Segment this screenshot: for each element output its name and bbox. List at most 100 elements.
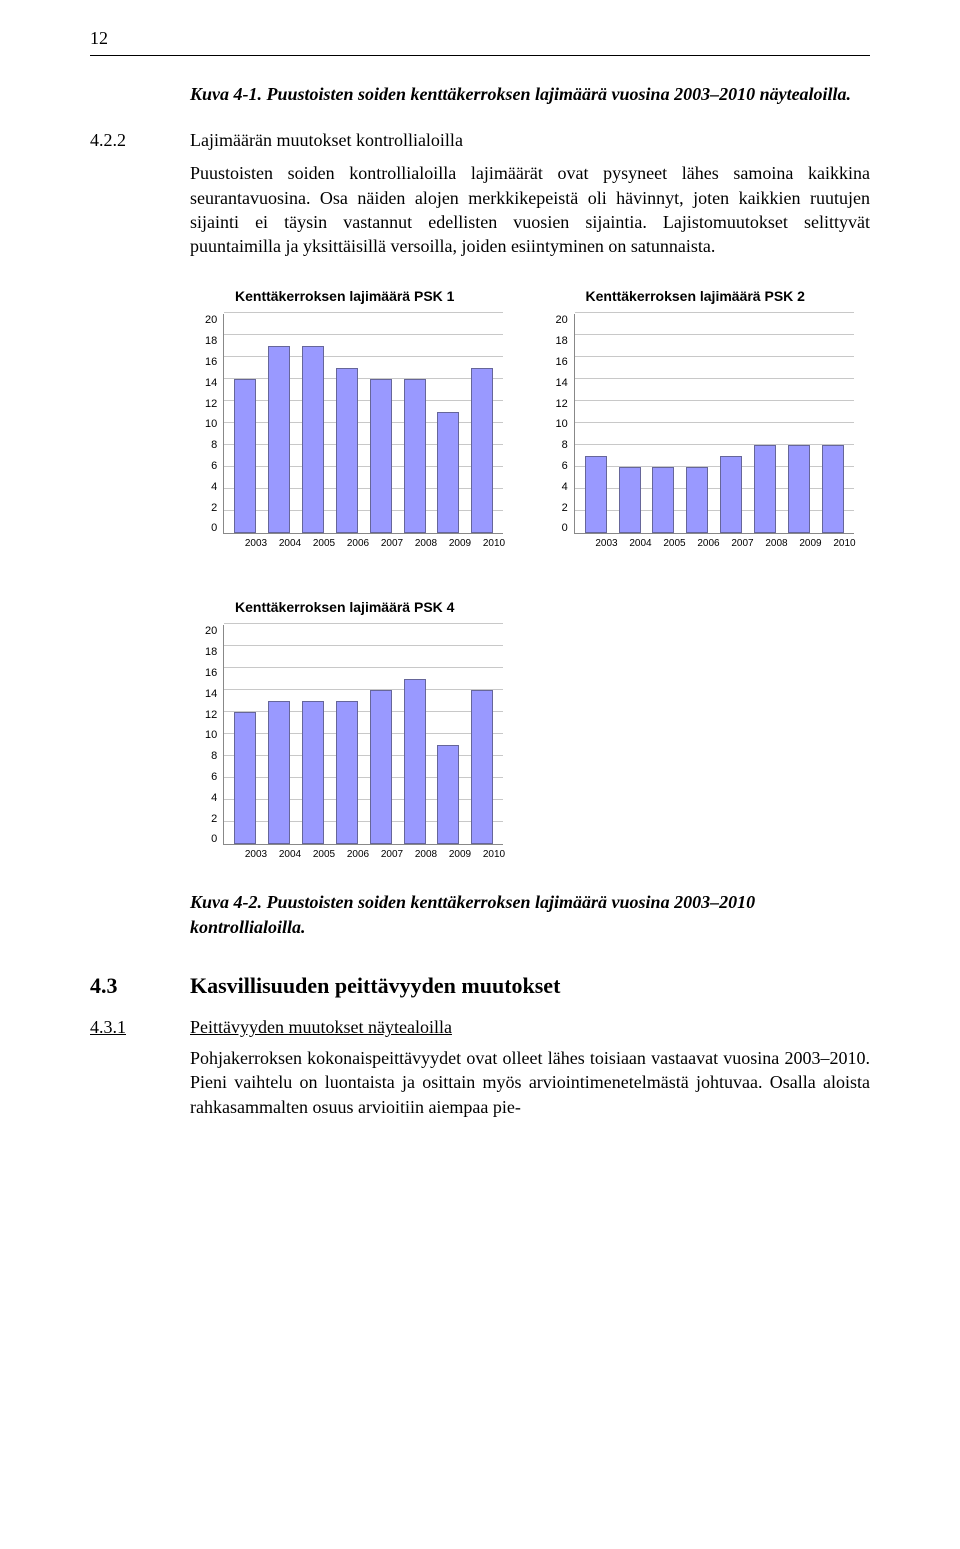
x-tick-label: 2010 bbox=[483, 849, 505, 860]
bar bbox=[268, 346, 290, 533]
y-tick-label: 20 bbox=[556, 314, 568, 326]
bar bbox=[471, 368, 493, 533]
x-tick-label: 2003 bbox=[245, 538, 267, 549]
x-tick-label: 2008 bbox=[415, 849, 437, 860]
header-rule bbox=[90, 55, 870, 56]
bar bbox=[302, 701, 324, 844]
bar bbox=[336, 701, 358, 844]
y-tick-label: 10 bbox=[556, 418, 568, 430]
chart-psk2: Kenttäkerroksen lajimäärä PSK 2201816141… bbox=[556, 288, 871, 549]
y-tick-label: 0 bbox=[562, 522, 568, 534]
x-axis: 2003 2004 2005 2006 2007 2008 2009 2010 bbox=[235, 534, 515, 549]
chart-title: Kenttäkerroksen lajimäärä PSK 4 bbox=[235, 599, 525, 615]
x-tick-label: 2009 bbox=[449, 849, 471, 860]
x-tick-label: 2005 bbox=[313, 538, 335, 549]
bar bbox=[234, 712, 256, 844]
x-tick-label: 2007 bbox=[381, 849, 403, 860]
bar bbox=[652, 467, 674, 533]
subsection-title: Peittävyyden muutokset näytealoilla bbox=[190, 1017, 452, 1038]
x-tick-label: 2010 bbox=[833, 538, 855, 549]
plot-area bbox=[223, 625, 503, 845]
y-tick-label: 6 bbox=[211, 771, 217, 783]
x-tick-label: 2004 bbox=[629, 538, 651, 549]
bar bbox=[404, 379, 426, 533]
plot-area bbox=[574, 314, 854, 534]
x-tick-label: 2005 bbox=[313, 849, 335, 860]
bar bbox=[268, 701, 290, 844]
section-4-3-header: 4.3 Kasvillisuuden peittävyyden muutokse… bbox=[90, 973, 870, 999]
y-tick-label: 10 bbox=[205, 729, 217, 741]
y-tick-label: 0 bbox=[211, 522, 217, 534]
bar bbox=[404, 679, 426, 844]
y-tick-label: 12 bbox=[556, 398, 568, 410]
page: 12 Kuva 4-1. Puustoisten soiden kenttäke… bbox=[0, 0, 960, 1159]
chart-title: Kenttäkerroksen lajimäärä PSK 2 bbox=[586, 288, 871, 304]
subsection-number: 4.2.2 bbox=[90, 130, 168, 151]
y-tick-label: 20 bbox=[205, 314, 217, 326]
chart-plot: 20181614121086420 bbox=[556, 314, 871, 534]
grid-line bbox=[224, 623, 503, 624]
y-axis: 20181614121086420 bbox=[205, 314, 223, 534]
y-tick-label: 0 bbox=[211, 833, 217, 845]
bar bbox=[370, 690, 392, 844]
charts-row-top: Kenttäkerroksen lajimäärä PSK 1201816141… bbox=[205, 288, 870, 549]
chart-psk4: Kenttäkerroksen lajimäärä PSK 4201816141… bbox=[205, 599, 525, 860]
y-tick-label: 16 bbox=[556, 356, 568, 368]
section-number: 4.3 bbox=[90, 973, 168, 999]
x-tick-label: 2007 bbox=[731, 538, 753, 549]
x-tick-label: 2006 bbox=[347, 538, 369, 549]
bar bbox=[336, 368, 358, 533]
x-tick-label: 2006 bbox=[347, 849, 369, 860]
y-tick-label: 8 bbox=[211, 439, 217, 451]
content-block: Kuva 4-1. Puustoisten soiden kenttäkerro… bbox=[190, 82, 870, 106]
y-tick-label: 4 bbox=[211, 481, 217, 493]
y-tick-label: 2 bbox=[211, 813, 217, 825]
bar bbox=[370, 379, 392, 533]
bar bbox=[822, 445, 844, 533]
y-tick-label: 8 bbox=[211, 750, 217, 762]
paragraph-4-2-2: Puustoisten soiden kontrollialoilla laji… bbox=[190, 161, 870, 258]
y-tick-label: 2 bbox=[211, 502, 217, 514]
y-tick-label: 12 bbox=[205, 398, 217, 410]
y-tick-label: 18 bbox=[205, 335, 217, 347]
x-tick-label: 2005 bbox=[663, 538, 685, 549]
page-number: 12 bbox=[90, 28, 870, 49]
bar bbox=[686, 467, 708, 533]
y-tick-label: 6 bbox=[211, 460, 217, 472]
x-tick-label: 2008 bbox=[765, 538, 787, 549]
bar bbox=[437, 745, 459, 844]
chart-plot: 20181614121086420 bbox=[205, 625, 525, 845]
y-tick-label: 14 bbox=[205, 377, 217, 389]
y-tick-label: 16 bbox=[205, 667, 217, 679]
subsection-4-3-1-header: 4.3.1 Peittävyyden muutokset näytealoill… bbox=[90, 1017, 870, 1038]
bar bbox=[788, 445, 810, 533]
y-axis: 20181614121086420 bbox=[556, 314, 574, 534]
figure-caption-4-1: Kuva 4-1. Puustoisten soiden kenttäkerro… bbox=[190, 82, 870, 106]
x-tick-label: 2004 bbox=[279, 538, 301, 549]
x-tick-label: 2007 bbox=[381, 538, 403, 549]
chart-psk1: Kenttäkerroksen lajimäärä PSK 1201816141… bbox=[205, 288, 520, 549]
y-tick-label: 18 bbox=[556, 335, 568, 347]
subsection-4-2-2-header: 4.2.2 Lajimäärän muutokset kontrollialoi… bbox=[90, 130, 870, 151]
chart-title: Kenttäkerroksen lajimäärä PSK 1 bbox=[235, 288, 520, 304]
x-axis: 20032004200520062007200820092010 bbox=[235, 845, 515, 860]
y-tick-label: 2 bbox=[562, 502, 568, 514]
bar bbox=[754, 445, 776, 533]
bar bbox=[302, 346, 324, 533]
x-tick-label: 2009 bbox=[799, 538, 821, 549]
bars-container bbox=[224, 625, 503, 844]
x-tick-label: 2003 bbox=[245, 849, 267, 860]
y-tick-label: 14 bbox=[205, 688, 217, 700]
bar bbox=[585, 456, 607, 533]
subsection-number: 4.3.1 bbox=[90, 1017, 168, 1038]
x-tick-label: 2008 bbox=[415, 538, 437, 549]
y-tick-label: 4 bbox=[562, 481, 568, 493]
y-tick-label: 6 bbox=[562, 460, 568, 472]
x-tick-label: 2009 bbox=[449, 538, 471, 549]
figure-caption-4-2: Kuva 4-2. Puustoisten soiden kenttäkerro… bbox=[190, 890, 870, 939]
x-tick-label: 2003 bbox=[595, 538, 617, 549]
x-tick-label: 2010 bbox=[483, 538, 505, 549]
x-tick-label: 2006 bbox=[697, 538, 719, 549]
y-tick-label: 12 bbox=[205, 709, 217, 721]
chart-plot: 20181614121086420 bbox=[205, 314, 520, 534]
